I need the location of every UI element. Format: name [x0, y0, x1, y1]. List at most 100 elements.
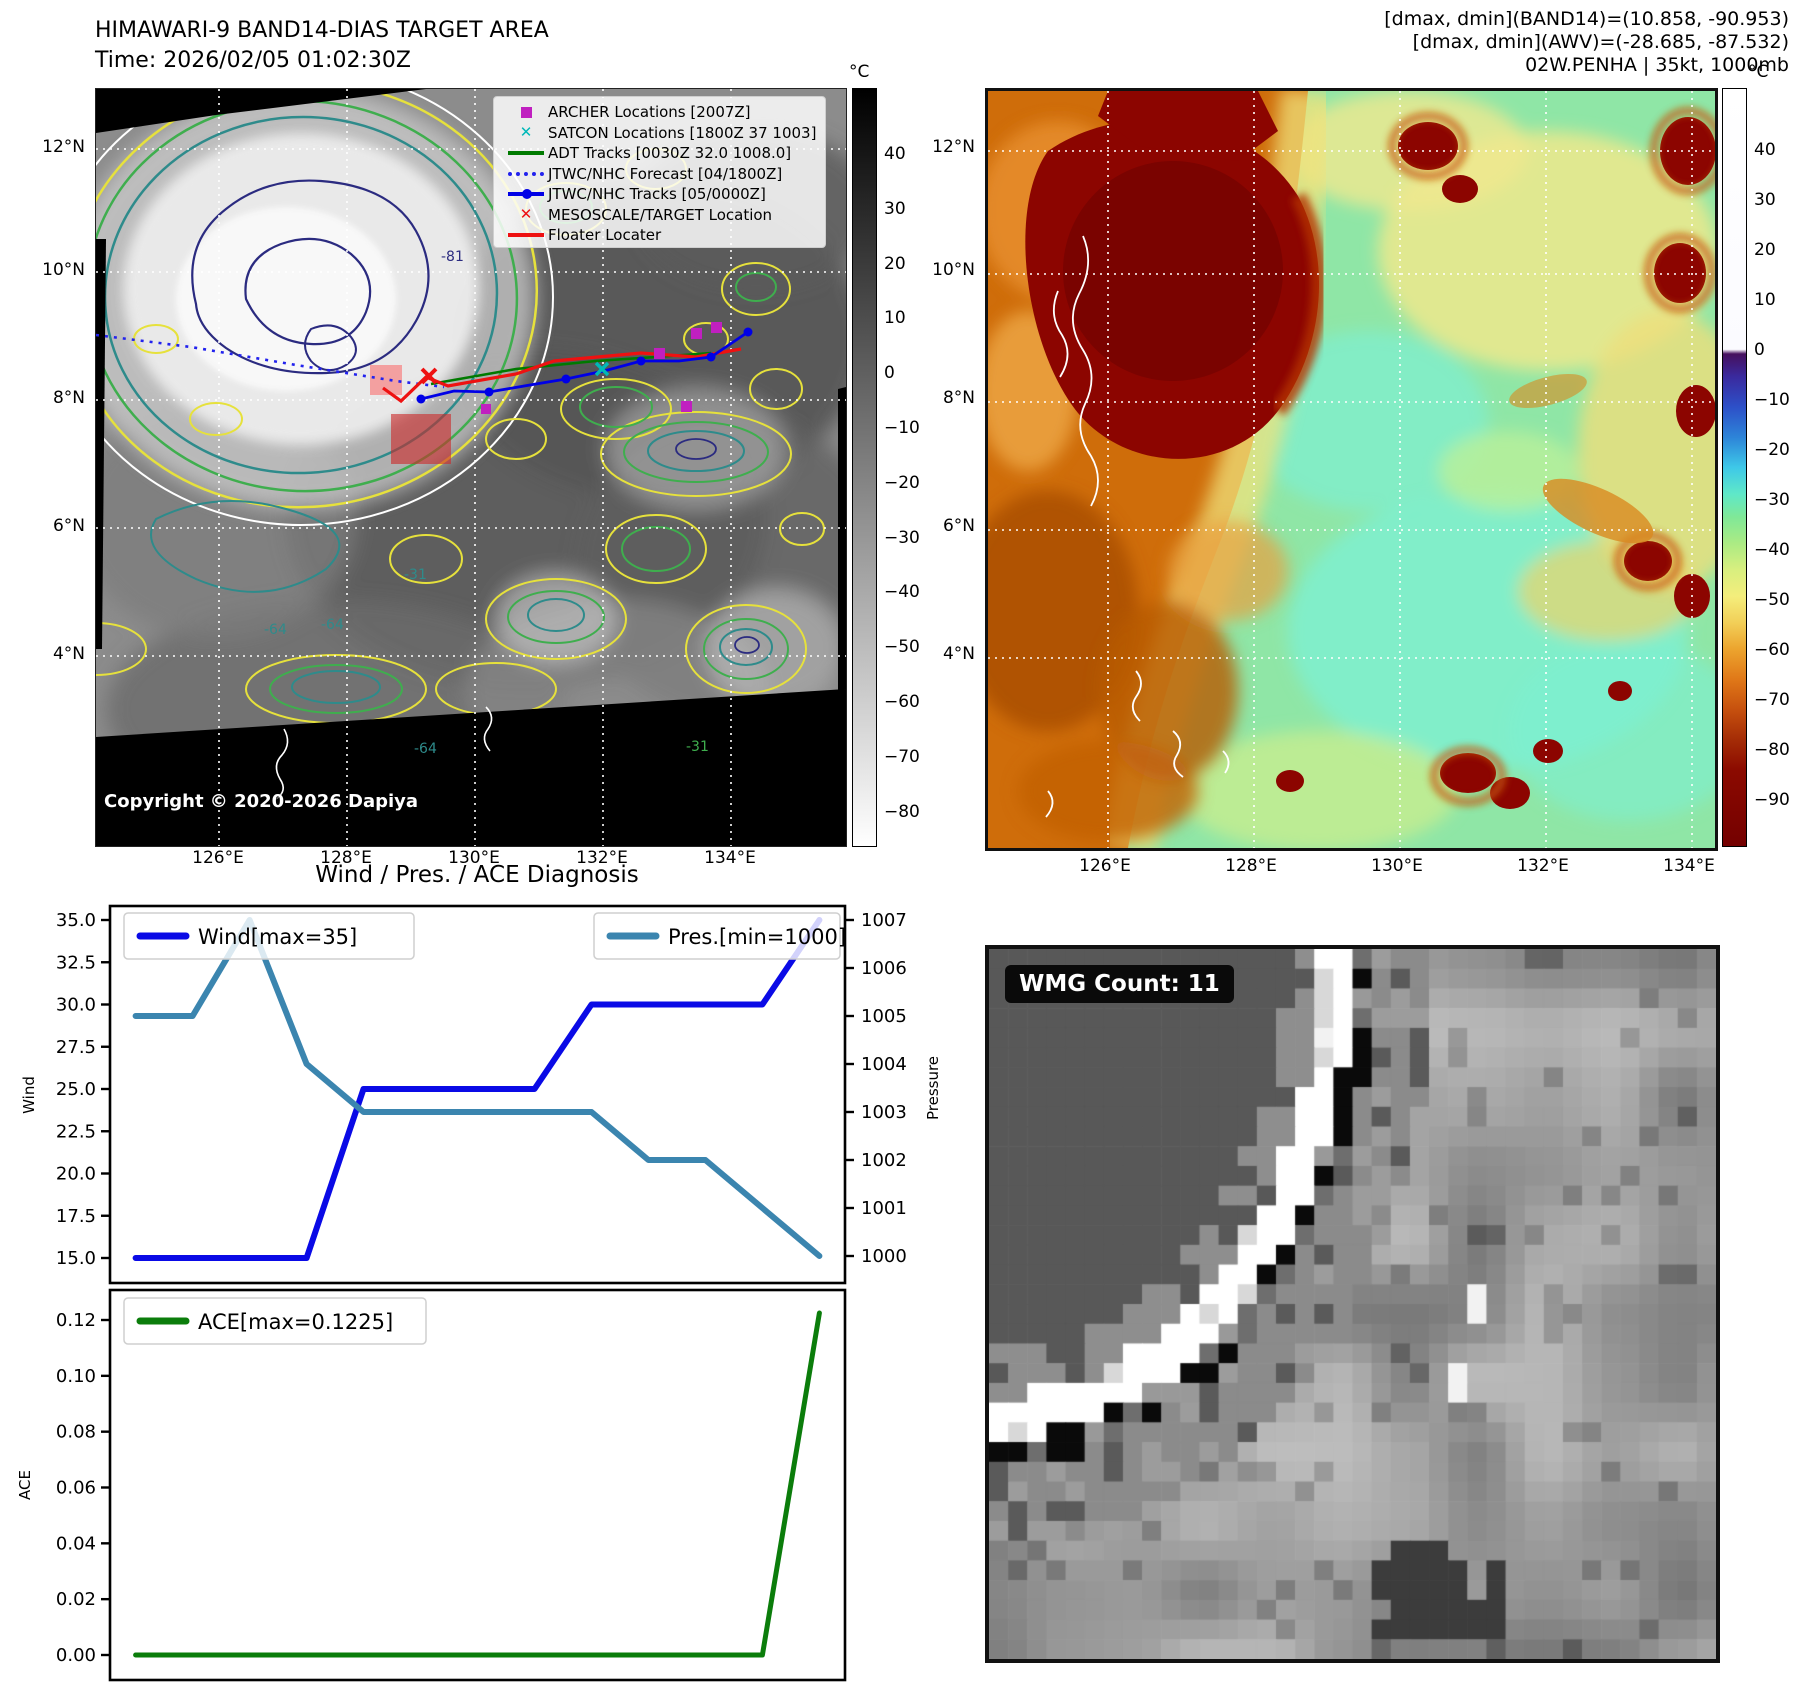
- legend-item: ✕ MESOSCALE/TARGET Location: [504, 205, 825, 226]
- awv-mottling: [1178, 91, 1715, 848]
- svg-text:Wind: Wind: [20, 1076, 38, 1114]
- svg-text:0.00: 0.00: [56, 1645, 96, 1666]
- awv-lat-tick-label: 4°N: [942, 644, 975, 664]
- band14-lon-tick-label: 134°E: [704, 848, 756, 868]
- awv-colorbar-tick: −50: [1754, 590, 1790, 610]
- band14-colorbar-tick: −10: [884, 418, 920, 438]
- marker-swatch: [508, 189, 544, 200]
- svg-text:0.08: 0.08: [56, 1422, 96, 1443]
- awv-lat-tick-label: 8°N: [942, 388, 975, 408]
- legend-item: JTWC/NHC Forecast [04/1800Z]: [504, 164, 825, 185]
- band14-colorbar-tick: −20: [884, 472, 920, 493]
- awv-colorbar-tick: −90: [1754, 790, 1790, 810]
- convection-contours: [96, 148, 825, 724]
- legend-item-label: JTWC/NHC Forecast [04/1800Z]: [548, 164, 783, 183]
- marker-swatch: [520, 106, 532, 118]
- archer-location-markers: [481, 322, 722, 414]
- awv-lat-tick-label: 10°N: [932, 260, 975, 280]
- band14-colorbar-tick: −70: [884, 746, 920, 767]
- awv-colorbar-tick: −70: [1754, 690, 1790, 710]
- wmg-pixel-image: [989, 949, 1716, 1659]
- svg-text:32.5: 32.5: [56, 952, 96, 973]
- marker-dot: [522, 189, 532, 200]
- awv-colorbar: [1722, 88, 1747, 847]
- band14-colorbar-tick: −30: [884, 527, 920, 548]
- svg-text:-64: -64: [321, 617, 344, 633]
- dmax-dmin-awv: [dmax, dmin](AWV)=(-28.685, -87.532): [1412, 31, 1789, 53]
- band14-lon-tick-label: 130°E: [448, 848, 500, 868]
- svg-text:-64: -64: [414, 741, 437, 757]
- awv-colorbar-tick: −30: [1754, 490, 1790, 510]
- legend-item: ✕ SATCON Locations [1800Z 37 1003]: [504, 123, 825, 144]
- svg-text:Pres.[min=1000]: Pres.[min=1000]: [668, 925, 846, 949]
- legend-item-label: ARCHER Locations [2007Z]: [548, 103, 751, 122]
- line-marker-icon: [504, 233, 548, 238]
- band14-lat-tick-label: 8°N: [52, 388, 85, 408]
- band14-lat-tick-label: 4°N: [52, 644, 85, 664]
- scan-edges: [96, 89, 846, 846]
- svg-text:1006: 1006: [861, 958, 907, 979]
- svg-text:25.0: 25.0: [56, 1079, 96, 1100]
- mesoscale-target-marker: [420, 367, 438, 385]
- band14-lat-tick-label: 6°N: [52, 516, 85, 536]
- line-marker-icon: [504, 151, 548, 156]
- awv-coastlines: [1045, 235, 1230, 818]
- legend-item: Floater Locater: [504, 225, 825, 246]
- wmg-panel: WMG Count: 11: [985, 945, 1720, 1663]
- band14-colorbar-tick: −40: [884, 582, 920, 603]
- band14-lon-tick-label: 128°E: [320, 848, 372, 868]
- coastline-in-band: [275, 706, 493, 800]
- map-legend: ARCHER Locations [2007Z] ✕ SATCON Location…: [493, 96, 826, 248]
- svg-text:0.12: 0.12: [56, 1310, 96, 1331]
- x-marker-icon: ✕: [504, 123, 548, 142]
- svg-text:1005: 1005: [861, 1006, 907, 1027]
- storm-id-label: 02W.PENHA | 35kt, 1000mb: [1525, 54, 1789, 76]
- awv-colorbar-tick: 40: [1754, 140, 1776, 160]
- band14-lon-tick-label: 132°E: [576, 848, 628, 868]
- svg-text:0.02: 0.02: [56, 1589, 96, 1610]
- contour-labels: -81 -64 -64 -64 -31 -31: [264, 249, 709, 757]
- floater-track-line: [382, 347, 742, 404]
- legend-item: JTWC/NHC Tracks [05/0000Z]: [504, 184, 825, 205]
- awv-colorbar-tick: −40: [1754, 540, 1790, 560]
- svg-text:20.0: 20.0: [56, 1164, 96, 1185]
- svg-text:Pressure: Pressure: [924, 1056, 942, 1120]
- charts-title: Wind / Pres. / ACE Diagnosis: [315, 862, 639, 888]
- band14-colorbar-tick: 20: [884, 253, 906, 274]
- band14-colorbar-tick: 40: [884, 144, 906, 164]
- band14-lat-tick-label: 10°N: [42, 260, 85, 280]
- marker-swatch: [508, 233, 544, 238]
- legend-item: ADT Tracks [0030Z 32.0 1008.0]: [504, 143, 825, 164]
- svg-text:0.06: 0.06: [56, 1478, 96, 1499]
- awv-colorbar-tick: 20: [1754, 240, 1776, 260]
- svg-text:1004: 1004: [861, 1054, 907, 1075]
- band14-colorbar-tick: −80: [884, 801, 920, 822]
- legend-item-label: ADT Tracks [0030Z 32.0 1008.0]: [548, 144, 792, 163]
- figure-header-left: HIMAWARI-9 BAND14-DIAS TARGET AREA Time:…: [95, 16, 549, 76]
- svg-text:1000: 1000: [861, 1246, 907, 1267]
- legend-item-label: MESOSCALE/TARGET Location: [548, 205, 773, 224]
- copyright-text: Copyright © 2020-2026 Dapiya: [104, 791, 419, 812]
- mesoscale-area-shading: [391, 414, 451, 464]
- figure-header-right: [dmax, dmin](BAND14)=(10.858, -90.953) […: [1384, 8, 1789, 77]
- jtwc-forecast-track-line: [96, 333, 445, 389]
- dmax-dmin-band14: [dmax, dmin](BAND14)=(10.858, -90.953): [1384, 8, 1789, 30]
- marker-swatch: ✕: [519, 123, 533, 142]
- legend-item-label: SATCON Locations [1800Z 37 1003]: [548, 123, 817, 142]
- legend-item-label: JTWC/NHC Tracks [05/0000Z]: [548, 185, 766, 204]
- svg-text:ACE[max=0.1225]: ACE[max=0.1225]: [198, 1310, 393, 1334]
- band14-colorbar-unit: °C: [849, 62, 870, 82]
- svg-text:15.0: 15.0: [56, 1248, 96, 1269]
- svg-text:ACE: ACE: [16, 1470, 34, 1500]
- wind-pres-ace-charts: 35.0 32.5 30.0 27.5 25.0 22.5 20.0 17.5 15.0 1007…: [16, 904, 942, 1682]
- line-dot-icon: [504, 189, 548, 200]
- awv-colorbar-tick: −80: [1754, 740, 1790, 760]
- awv-map-canvas: [988, 91, 1715, 848]
- svg-text:17.5: 17.5: [56, 1206, 96, 1227]
- storm-cloud-shield: [96, 89, 536, 509]
- wmg-count-badge: WMG Count: 11: [1005, 965, 1234, 1003]
- band14-colorbar-tick: −50: [884, 637, 920, 658]
- marker-swatch: [508, 171, 544, 176]
- band14-satellite-map: -81 -64 -64 -64 -31 -31 ARCHER Locations [200…: [95, 88, 847, 847]
